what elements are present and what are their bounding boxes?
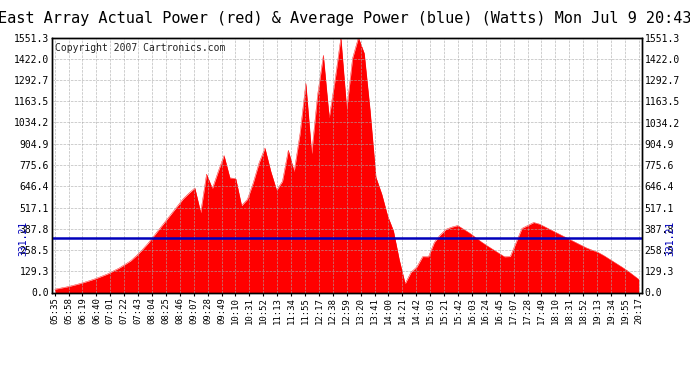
- Text: 331.21: 331.21: [18, 220, 28, 256]
- Text: 331.21: 331.21: [665, 220, 676, 256]
- Text: East Array Actual Power (red) & Average Power (blue) (Watts) Mon Jul 9 20:43: East Array Actual Power (red) & Average …: [0, 11, 690, 26]
- Text: Copyright 2007 Cartronics.com: Copyright 2007 Cartronics.com: [55, 43, 225, 52]
